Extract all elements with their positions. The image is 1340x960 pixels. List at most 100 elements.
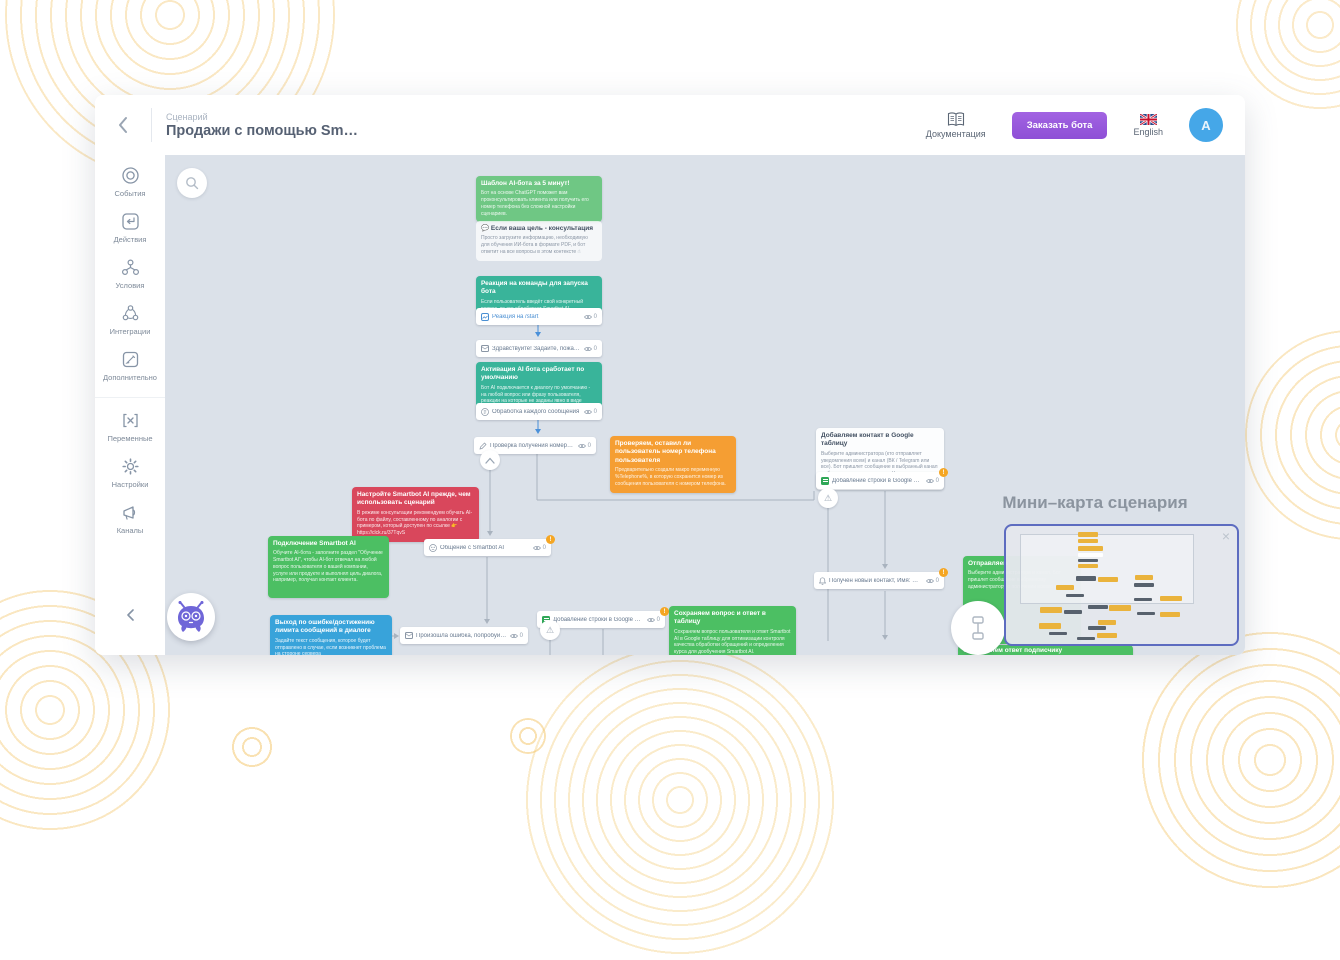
document-circle-icon <box>481 407 489 416</box>
back-button[interactable] <box>95 116 151 134</box>
sidebar-item-events[interactable]: События <box>95 165 165 198</box>
note-title: Настройте Smartbot AI прежде, чем исполь… <box>357 491 471 507</box>
minimap[interactable]: × <box>1004 524 1239 646</box>
search-button[interactable] <box>177 168 207 198</box>
node-start-trigger[interactable]: Реакция на /start 0 <box>476 308 602 325</box>
note-send-answer[interactable]: Отправляем ответ подписчику <box>958 645 1133 655</box>
node-views: 0 <box>925 578 939 584</box>
minimap-close-icon[interactable]: × <box>1221 528 1230 544</box>
language-switcher[interactable]: English <box>1133 113 1163 137</box>
node-every-message[interactable]: Обработка каждого сообщения 0 <box>476 403 602 420</box>
sidebar-collapse-button[interactable] <box>125 608 135 627</box>
chevron-up-icon <box>485 457 495 464</box>
warning-triangle-icon: ⚠ <box>545 624 555 635</box>
note-title: Отправляем <box>968 560 1008 567</box>
note-save-table[interactable]: Сохраняем вопрос и ответ в таблицу Сохра… <box>669 606 796 655</box>
order-bot-button[interactable]: Заказать бота <box>1011 111 1108 139</box>
minimap-block <box>1078 564 1098 568</box>
sidebar-item-conditions[interactable]: Условия <box>95 257 165 290</box>
sidebar-item-label: Переменные <box>107 434 153 443</box>
note-phone-comment[interactable]: Проверяем, оставил ли пользователь номер… <box>610 436 736 493</box>
sidebar-item-actions[interactable]: Действия <box>95 211 165 244</box>
minimap-block <box>1078 559 1098 562</box>
node-greeting-message[interactable]: Здравствуйте! Задайте, пожалуйста, Ваш в… <box>476 340 602 357</box>
documentation-link[interactable]: Документация <box>926 112 986 139</box>
variables-icon <box>122 413 138 428</box>
decor-ring-small-1 <box>230 725 274 769</box>
eye-icon <box>925 478 934 483</box>
node-label: Реакция на /start <box>492 313 539 320</box>
robot-icon <box>429 543 437 552</box>
node-views: 0 <box>583 409 597 415</box>
sidebar-item-label: Действия <box>113 235 147 244</box>
google-sheets-icon <box>542 615 550 624</box>
node-views: 0 <box>583 314 597 320</box>
junction-branch-up[interactable] <box>480 450 500 470</box>
robot-mascot-icon <box>178 601 204 632</box>
minimap-block <box>1160 612 1180 617</box>
scenario-label: Сценарий <box>166 111 208 122</box>
note-smartbot-connect[interactable]: Подключение Smartbot AI Обучите AI-бота … <box>268 536 389 598</box>
eye-icon <box>583 314 592 319</box>
node-phone-check[interactable]: Проверка получения номера телефона 0 <box>474 437 596 454</box>
note-title: Подключение Smartbot AI <box>273 540 356 547</box>
decor-rings-bottom-right <box>1130 620 1340 900</box>
minimap-block <box>1088 605 1108 609</box>
sidebar-item-variables[interactable]: Переменные <box>95 410 165 443</box>
sidebar-item-settings[interactable]: Настройки <box>95 456 165 489</box>
minimap-label: Мини–карта сценария <box>1002 493 1188 512</box>
note-template[interactable]: Шаблон AI-бота за 5 минут! Бот на основе… <box>476 176 602 223</box>
note-setup-warning[interactable]: Настройте Smartbot AI прежде, чем исполь… <box>352 487 479 542</box>
settings-gear-icon <box>121 458 139 475</box>
sidebar-item-channels[interactable]: Каналы <box>95 502 165 535</box>
note-title: Шаблон AI-бота за 5 минут! <box>481 180 570 187</box>
warning-badge: ! <box>660 607 669 616</box>
note-error-exit[interactable]: Выход по ошибке/достижению лимита сообще… <box>270 615 392 655</box>
node-error-message[interactable]: Произошла ошибка, попробуйте написать… 0 <box>400 627 528 644</box>
avatar[interactable]: A <box>1189 108 1223 142</box>
minimap-block <box>1137 612 1155 615</box>
scenario-map-button[interactable] <box>951 601 1005 655</box>
node-chat-ai[interactable]: ! Общение с Smartbot AI 0 <box>424 535 555 556</box>
minimap-block <box>1160 596 1182 601</box>
edit-icon <box>479 442 487 449</box>
node-label: Получен новый контакт, Имя: %first_name… <box>829 577 923 584</box>
node-views: 0 <box>646 617 660 623</box>
node-label: Здравствуйте! Задайте, пожалуйста, Ваш в… <box>492 345 581 352</box>
eye-icon <box>583 409 592 414</box>
actions-icon <box>121 213 139 230</box>
sidebar-item-extra[interactable]: Дополнительно <box>95 349 165 382</box>
comment-icon: 💬 <box>481 225 490 232</box>
junction-warning-2[interactable]: ⚠ <box>540 620 560 640</box>
chatbot-assistant-button[interactable] <box>167 593 215 641</box>
chevron-left-icon <box>119 117 127 133</box>
minimap-block <box>1109 605 1131 611</box>
note-title: 💬 Если ваша цель - консультация <box>481 225 594 232</box>
minimap-block <box>1088 626 1106 630</box>
warning-badge: ! <box>939 468 948 477</box>
node-label: Проверка получения номера телефона <box>490 442 575 449</box>
sidebar-item-label: Дополнительно <box>103 373 157 382</box>
header-divider <box>151 108 152 142</box>
header-titles: Сценарий Продажи с помощью Sm… <box>166 112 926 139</box>
node-add-row-qa[interactable]: ! Добавление строки в Google Таблицу 0 <box>537 607 669 628</box>
decor-ring-small-2 <box>510 718 546 754</box>
sidebar-item-label: Условия <box>115 281 145 290</box>
minimap-viewport[interactable] <box>1020 534 1194 604</box>
minimap-block <box>1078 532 1098 537</box>
scenario-canvas[interactable]: Шаблон AI-бота за 5 минут! Бот на основе… <box>165 155 1245 655</box>
sidebar-item-integrations[interactable]: Интеграции <box>95 303 165 336</box>
node-add-row-contact[interactable]: ! Добавление строки в Google Таблицу 0 <box>816 468 948 489</box>
junction-warning-1[interactable]: ⚠ <box>818 488 838 508</box>
node-views: 0 <box>925 478 939 484</box>
minimap-block <box>1056 585 1074 590</box>
warning-badge: ! <box>939 568 948 577</box>
node-new-contact[interactable]: ! Получен новый контакт, Имя: %first_nam… <box>814 568 948 589</box>
note-title: Выход по ошибке/достижению лимита сообще… <box>275 619 375 635</box>
minimap-block <box>1039 623 1061 629</box>
conditions-icon <box>121 259 139 276</box>
envelope-icon <box>405 632 413 639</box>
note-consultation[interactable]: 💬 Если ваша цель - консультация Просто з… <box>476 221 602 261</box>
note-title: Сохраняем вопрос и ответ в таблицу <box>674 610 766 626</box>
sidebar-item-label: Интеграции <box>109 327 151 336</box>
